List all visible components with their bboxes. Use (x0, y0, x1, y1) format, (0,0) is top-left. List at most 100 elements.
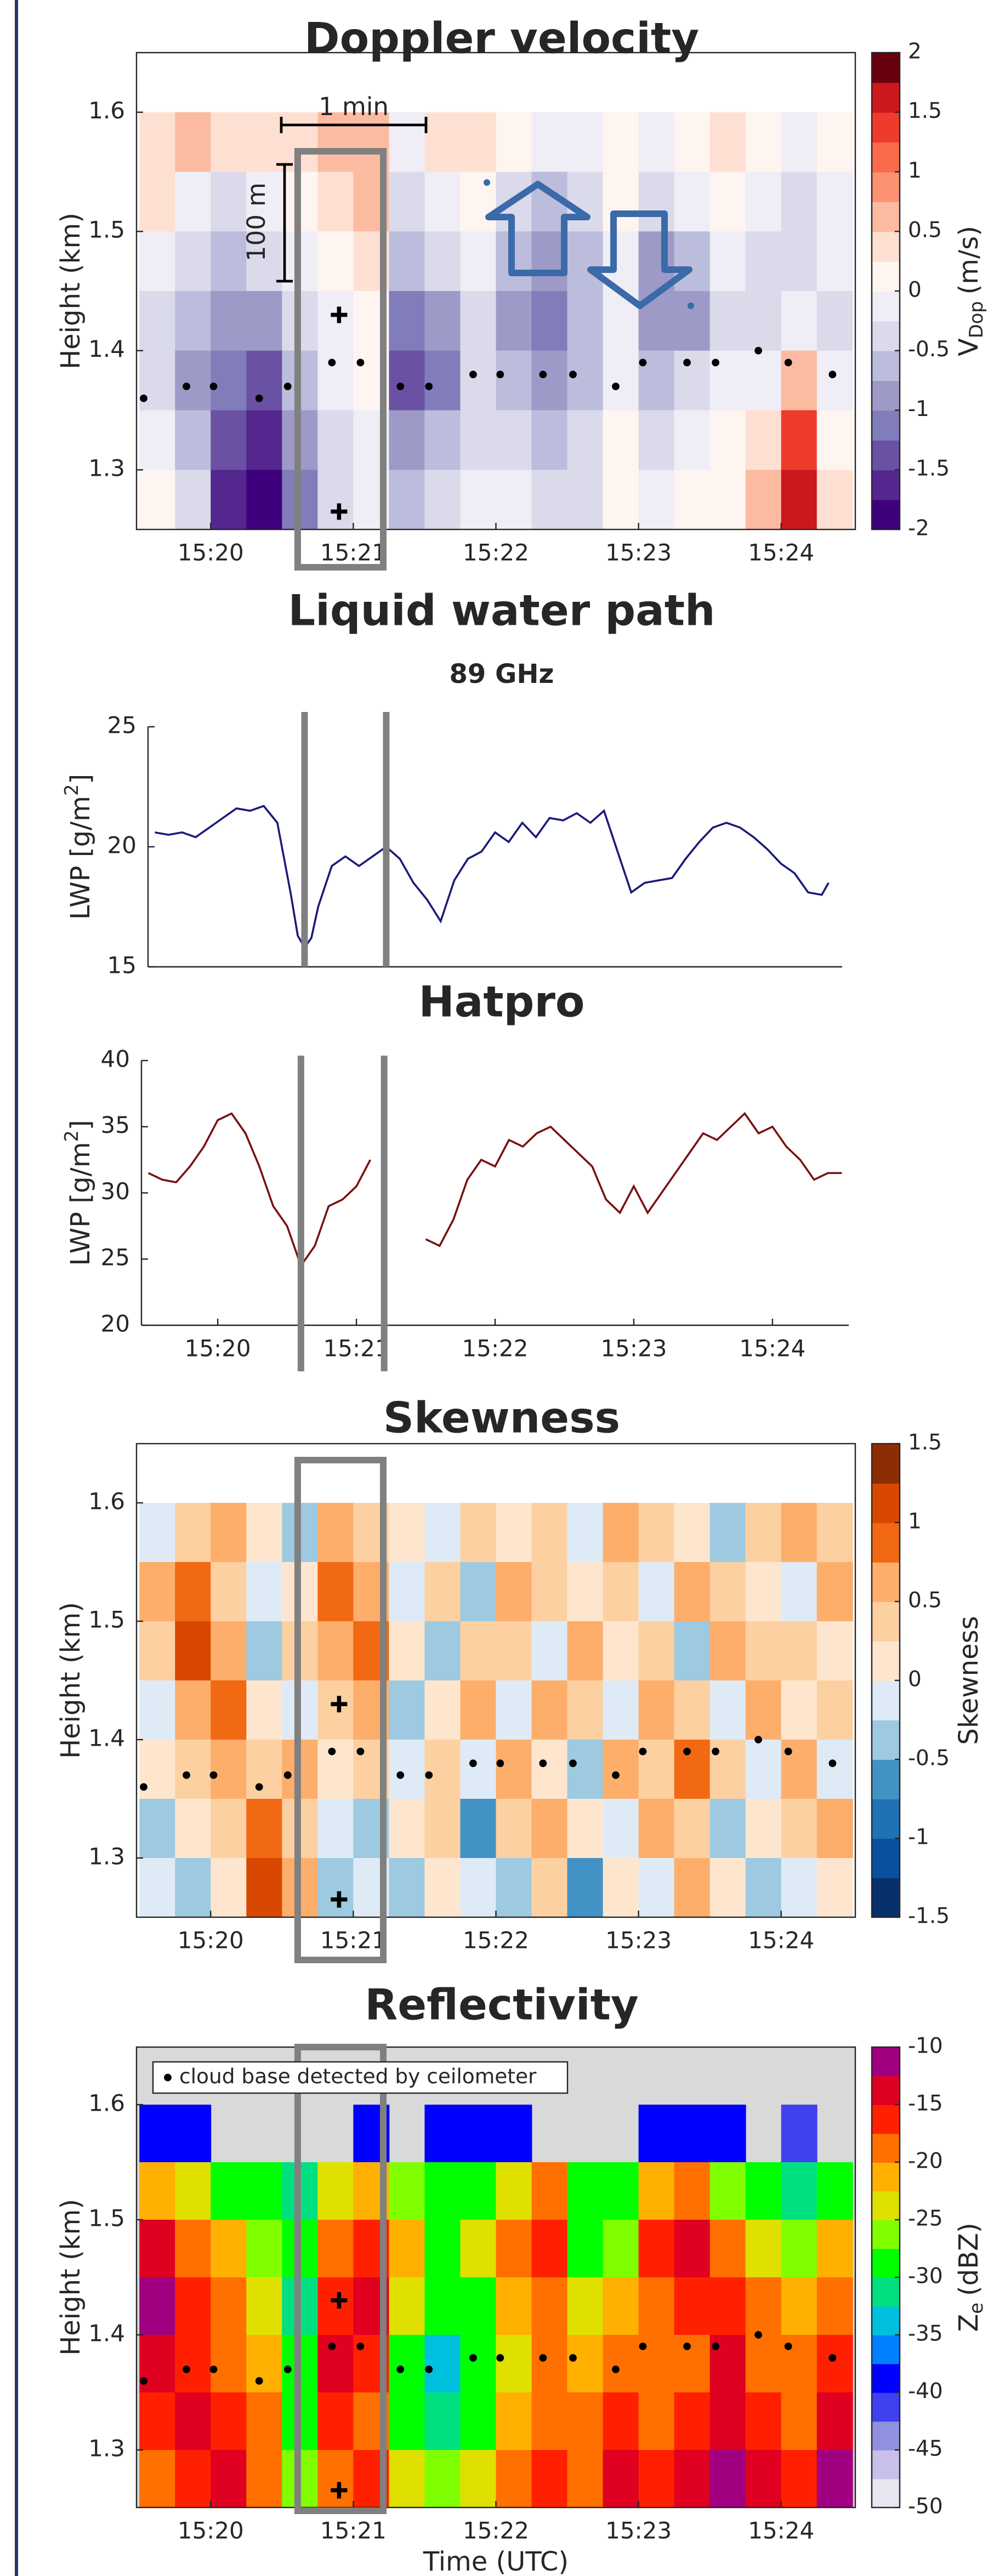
colorbar-swatch (871, 1798, 900, 1839)
heatmap-cell (567, 1680, 604, 1740)
heatmap-cell (424, 172, 461, 232)
heatmap-cell (531, 410, 568, 471)
colorbar-label-part: Dop (965, 301, 986, 338)
heatmap-cell (674, 2104, 711, 2163)
heatmap-cell (745, 350, 782, 411)
heatmap-cell (603, 112, 639, 173)
heatmap-cell (246, 172, 283, 232)
heatmap-cell (389, 2334, 425, 2393)
heatmap-cell (139, 231, 176, 292)
heatmap-cell (389, 1798, 425, 1859)
x-tick-label: 15:21 (320, 539, 387, 566)
heatmap-cell (816, 1739, 853, 1799)
colorbar-label: VDop (m/s) (953, 226, 987, 356)
heatmap-cell (674, 1680, 711, 1740)
cloud-base-dot (183, 1771, 190, 1779)
heatmap-cell (781, 470, 817, 530)
heatmap-cell (638, 1561, 675, 1622)
heatmap-cell (531, 2162, 568, 2220)
heatmap-cell (317, 2449, 354, 2508)
heatmap-cell (816, 1502, 853, 1563)
y-axis-label-part: LWP [g/m (65, 1142, 96, 1266)
heatmap-cell (317, 172, 354, 232)
heatmap-cell (460, 112, 497, 173)
heatmap-cell (709, 1857, 746, 1918)
colorbar-swatch (871, 2363, 900, 2393)
heatmap-cell (317, 2219, 354, 2278)
colorbar-swatch (871, 2306, 900, 2335)
heatmap-cell (460, 2104, 497, 2163)
heatmap-cell (211, 2392, 247, 2450)
heatmap-cell (531, 2449, 568, 2508)
heatmap-cell (531, 112, 568, 173)
heatmap-cell (139, 2162, 176, 2220)
y-tick-label: 15 (107, 951, 137, 978)
colorbar-swatch (871, 261, 900, 292)
heatmap-cell (460, 2277, 497, 2335)
heatmap-cell (175, 1561, 212, 1622)
y-tick-label: 25 (107, 711, 137, 738)
y-tick-label: 25 (101, 1244, 130, 1271)
heatmap-cell (603, 2162, 639, 2220)
heatmap-cell (389, 350, 425, 411)
x-tick-label: 15:21 (320, 2517, 387, 2544)
cloud-base-dot (396, 383, 405, 390)
heatmap-cell (638, 1680, 675, 1740)
heatmap-cell (175, 470, 212, 530)
colorbar-tick-label: -1.5 (908, 457, 950, 481)
heatmap-cell (674, 172, 711, 232)
heatmap-cell (317, 1502, 354, 1563)
heatmap-cell (603, 470, 639, 530)
heatmap-cell (139, 2392, 176, 2450)
heatmap-cell (816, 2277, 853, 2335)
heatmap-cell (424, 2334, 461, 2393)
colorbar-swatch (871, 2392, 900, 2422)
heatmap-cell (211, 290, 247, 351)
colorbar-tick-label: -1 (908, 1825, 929, 1849)
heatmap-cell (531, 1739, 568, 1799)
heatmap-cell (709, 172, 746, 232)
heatmap-cell (567, 1502, 604, 1563)
colorbar-swatch (871, 82, 900, 113)
cloud-base-dot (425, 383, 433, 390)
heatmap-cell (674, 290, 711, 351)
heatmap-cell (460, 1798, 497, 1859)
heatmap-cell (781, 2104, 817, 2163)
heatmap-cell (139, 2449, 176, 2508)
heatmap-cell (460, 2334, 497, 2393)
heatmap-cell (709, 1798, 746, 1859)
heatmap-cell (389, 2449, 425, 2508)
heatmap-cell (175, 2162, 212, 2220)
heatmap-cell (424, 1798, 461, 1859)
heatmap-cell (389, 1621, 425, 1681)
heatmap-cell (638, 410, 675, 471)
y-axis-label: LWP [g/m2] (61, 774, 96, 920)
heatmap-cell (317, 1561, 354, 1622)
cloud-base-dot (356, 358, 365, 367)
heatmap-cell (317, 1857, 354, 1918)
heatmap-cell (460, 1680, 497, 1740)
heatmap-cell (317, 1798, 354, 1859)
heatmap-cell (317, 350, 354, 411)
heatmap-cell (389, 172, 425, 232)
heatmap-cell (211, 1857, 247, 1918)
heatmap-cell (674, 112, 711, 173)
heatmap-cell (460, 1857, 497, 1918)
heatmap-cell (211, 2334, 247, 2393)
heatmap-cell (567, 2392, 604, 2450)
heatmap-cell (317, 231, 354, 292)
heatmap-cell (674, 231, 711, 292)
heatmap-cell (603, 1561, 639, 1622)
heatmap-cell (389, 1561, 425, 1622)
y-axis-label: Height (km) (55, 213, 86, 369)
heatmap-cell (317, 1739, 354, 1799)
heatmap-cell (603, 2449, 639, 2508)
heatmap-cell (175, 231, 212, 292)
heatmap-cell (246, 470, 283, 530)
heatmap-cell (496, 2334, 532, 2393)
heatmap-cell (709, 2219, 746, 2278)
heatmap-cell (211, 2449, 247, 2508)
heatmap-cell (709, 2162, 746, 2220)
cloud-base-dot (784, 1747, 792, 1756)
